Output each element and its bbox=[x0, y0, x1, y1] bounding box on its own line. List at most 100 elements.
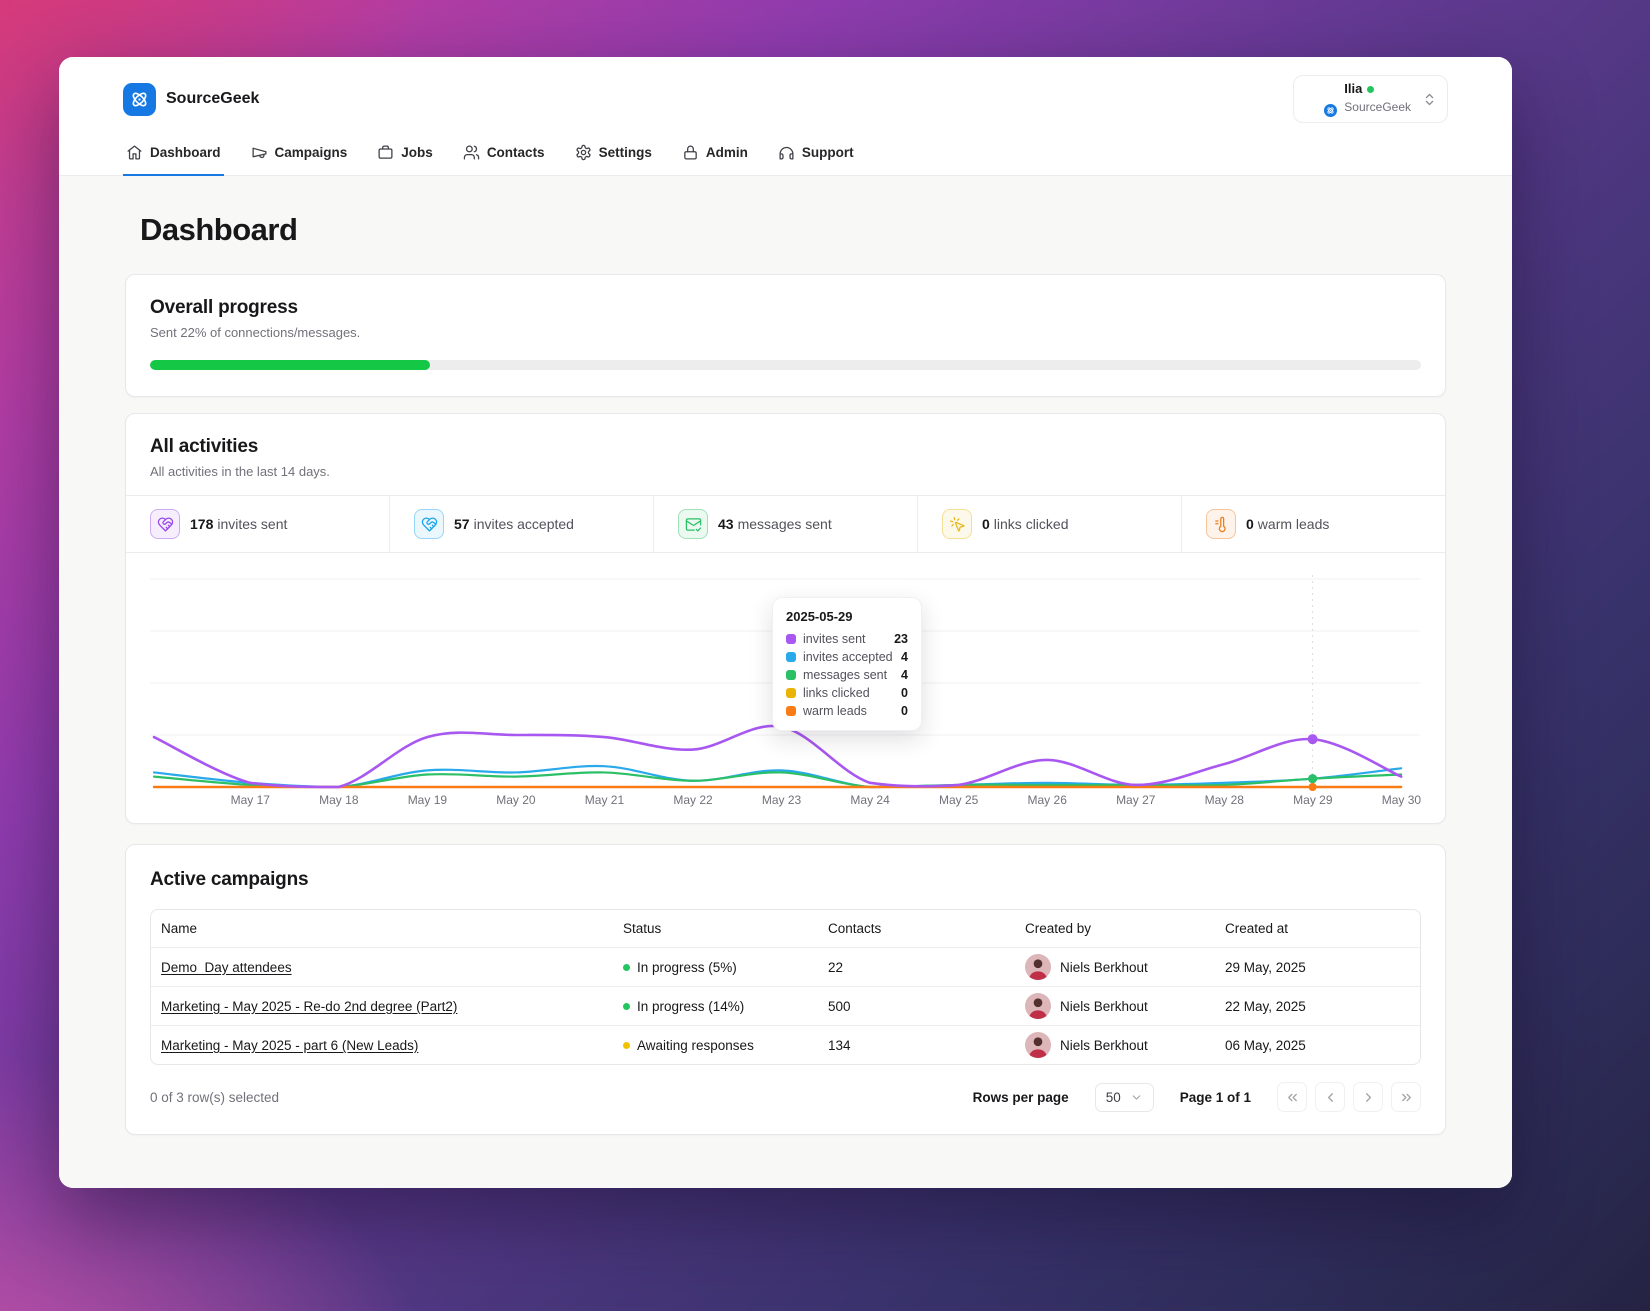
user-org: SourceGeek bbox=[1344, 100, 1411, 115]
avatar bbox=[1025, 954, 1051, 981]
stat-value: 178 bbox=[190, 516, 214, 533]
prev-page-button[interactable] bbox=[1315, 1082, 1345, 1113]
home-icon bbox=[127, 145, 142, 160]
brand: SourceGeek bbox=[123, 82, 259, 116]
stat-warm-leads: 0 warm leads bbox=[1181, 496, 1445, 553]
stat-messages-sent: 43 messages sent bbox=[653, 496, 917, 553]
tooltip-value: 4 bbox=[901, 650, 908, 665]
main-content: Dashboard Overall progress Sent 22% of c… bbox=[59, 176, 1512, 1188]
contacts-count: 22 bbox=[828, 959, 844, 975]
status-text: In progress (14%) bbox=[637, 998, 745, 1014]
nav-item-support[interactable]: Support bbox=[775, 144, 857, 176]
nav-item-dashboard[interactable]: Dashboard bbox=[123, 144, 224, 177]
campaign-link[interactable]: Demo_Day attendees bbox=[161, 959, 292, 975]
chart-tooltip: 2025-05-29 invites sent 23 invites accept… bbox=[772, 597, 922, 732]
column-header-status: Status bbox=[623, 921, 662, 937]
stat-label: warm leads bbox=[1257, 516, 1330, 533]
chevrons-left-icon bbox=[1287, 1093, 1297, 1101]
contacts-count: 500 bbox=[828, 998, 851, 1014]
campaigns-table: Name Status Contacts Created by Created … bbox=[150, 909, 1421, 1066]
tooltip-label: invites accepted bbox=[803, 650, 893, 665]
x-tick: May 25 bbox=[938, 793, 979, 808]
tooltip-value: 4 bbox=[901, 668, 908, 683]
app-window: SourceGeek Ilia SourceGeek bbox=[59, 57, 1512, 1188]
stat-invites-accepted: 57 invites accepted bbox=[389, 496, 653, 553]
nav-label: Contacts bbox=[486, 145, 545, 161]
campaign-link[interactable]: Marketing - May 2025 - Re-do 2nd degree … bbox=[161, 998, 458, 1014]
stat-value: 57 bbox=[454, 516, 470, 533]
column-header-created-at: Created at bbox=[1225, 921, 1289, 937]
nav-item-admin[interactable]: Admin bbox=[679, 144, 751, 176]
table-row[interactable]: Demo_Day attendees In progress (5%) 22 N… bbox=[151, 947, 1420, 986]
active-campaigns-card: Active campaigns Name Status Contacts Cr… bbox=[125, 844, 1446, 1136]
lock-icon bbox=[684, 145, 697, 160]
x-tick: May 18 bbox=[319, 793, 359, 808]
mail-check-icon bbox=[678, 509, 708, 540]
overall-progress-title: Overall progress bbox=[150, 297, 298, 319]
chevron-down-icon bbox=[1130, 1091, 1143, 1104]
user-menu[interactable]: Ilia SourceGeek bbox=[1293, 75, 1448, 124]
thermometer-icon bbox=[1206, 509, 1236, 540]
nav-item-contacts[interactable]: Contacts bbox=[460, 144, 548, 176]
stat-invites-sent: 178 invites sent bbox=[126, 496, 389, 552]
nav-label: Support bbox=[801, 145, 854, 161]
status-dot bbox=[623, 963, 630, 971]
created-at: 29 May, 2025 bbox=[1225, 959, 1306, 975]
x-tick: May 20 bbox=[496, 793, 536, 808]
sourcegeek-badge-icon bbox=[1323, 103, 1339, 119]
table-row[interactable]: Marketing - May 2025 - part 6 (New Leads… bbox=[151, 1025, 1420, 1064]
rows-selected-text: 0 of 3 row(s) selected bbox=[150, 1089, 280, 1105]
status-dot bbox=[623, 1002, 630, 1010]
last-page-button[interactable] bbox=[1391, 1082, 1421, 1113]
megaphone-icon bbox=[252, 147, 267, 159]
tooltip-value: 0 bbox=[901, 704, 908, 719]
rows-per-page-value: 50 bbox=[1105, 1089, 1121, 1105]
series-swatch bbox=[786, 670, 796, 681]
activities-title: All activities bbox=[150, 436, 259, 458]
activities-chart[interactable]: May 17 May 18 May 19 May 20 May 21 May 2… bbox=[126, 553, 1445, 815]
rows-per-page-select[interactable]: 50 bbox=[1094, 1082, 1154, 1112]
progress-bar-fill bbox=[150, 360, 430, 371]
status-text: In progress (5%) bbox=[637, 959, 737, 975]
page-title: Dashboard bbox=[140, 212, 298, 248]
nav-label: Dashboard bbox=[150, 145, 221, 161]
x-tick: May 21 bbox=[584, 793, 625, 808]
series-swatch bbox=[786, 634, 796, 645]
overall-progress-card: Overall progress Sent 22% of connections… bbox=[125, 274, 1446, 398]
stat-value: 0 bbox=[1246, 516, 1254, 533]
x-tick: May 26 bbox=[1027, 793, 1067, 808]
tooltip-label: links clicked bbox=[803, 686, 870, 701]
nav-item-settings[interactable]: Settings bbox=[572, 144, 655, 176]
created-by-name: Niels Berkhout bbox=[1060, 998, 1148, 1014]
next-page-button[interactable] bbox=[1353, 1082, 1383, 1113]
nav-item-jobs[interactable]: Jobs bbox=[374, 144, 436, 176]
x-tick: May 27 bbox=[1116, 793, 1156, 808]
chart-x-axis: May 17 May 18 May 19 May 20 May 21 May 2… bbox=[206, 793, 1421, 815]
nav-label: Admin bbox=[705, 145, 748, 161]
nav-item-campaigns[interactable]: Campaigns bbox=[248, 144, 351, 176]
x-tick: May 23 bbox=[761, 793, 802, 808]
all-activities-card: All activities All activities in the las… bbox=[125, 413, 1446, 825]
tooltip-label: messages sent bbox=[803, 668, 888, 683]
avatar bbox=[1025, 1032, 1051, 1059]
x-tick: May 19 bbox=[407, 793, 448, 808]
contacts-count: 134 bbox=[828, 1037, 851, 1053]
chevron-right-icon bbox=[1365, 1092, 1371, 1102]
line-chart[interactable] bbox=[150, 553, 1420, 793]
column-header-name: Name bbox=[161, 921, 198, 937]
first-page-button[interactable] bbox=[1277, 1082, 1307, 1113]
series-swatch bbox=[786, 706, 796, 717]
status-text: Awaiting responses bbox=[637, 1037, 754, 1053]
x-tick: May 17 bbox=[230, 793, 270, 808]
table-row[interactable]: Marketing - May 2025 - Re-do 2nd degree … bbox=[151, 986, 1420, 1025]
stat-links-clicked: 0 links clicked bbox=[917, 496, 1181, 553]
chevron-left-icon bbox=[1327, 1092, 1333, 1102]
campaigns-title: Active campaigns bbox=[150, 869, 309, 891]
briefcase-icon bbox=[378, 145, 393, 160]
created-at: 06 May, 2025 bbox=[1225, 1037, 1306, 1053]
user-name: Ilia bbox=[1344, 81, 1363, 96]
chevrons-up-down-icon bbox=[1422, 92, 1437, 107]
page-info: Page 1 of 1 bbox=[1179, 1089, 1251, 1105]
series-swatch bbox=[786, 688, 796, 699]
campaign-link[interactable]: Marketing - May 2025 - part 6 (New Leads… bbox=[161, 1037, 419, 1053]
